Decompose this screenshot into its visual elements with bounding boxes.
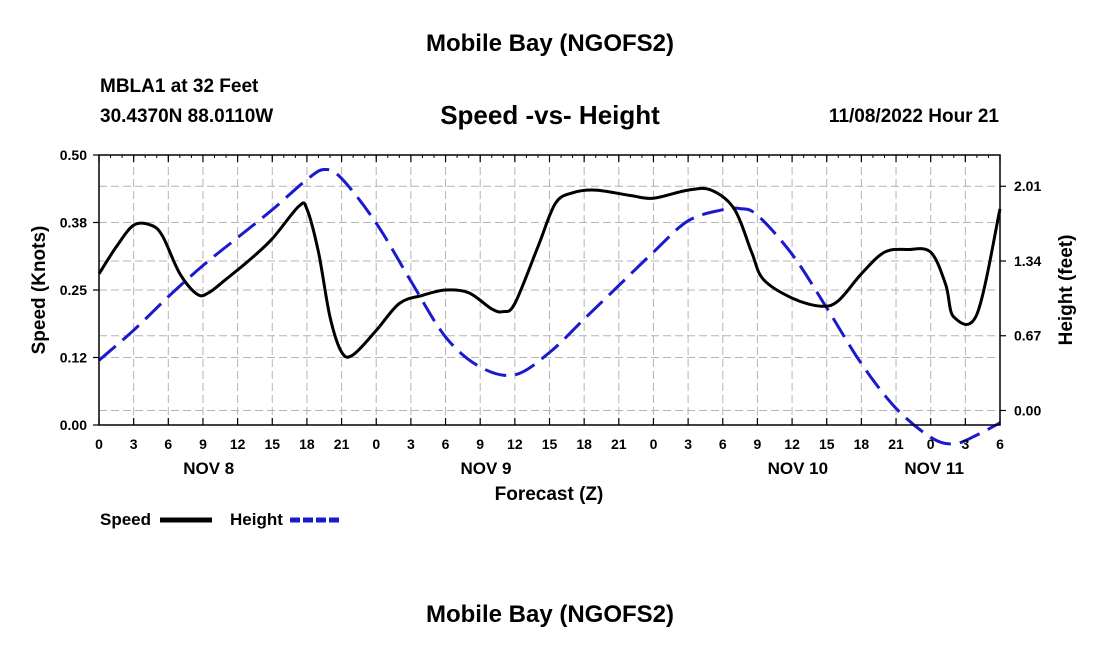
x-tick-label: 12 xyxy=(507,436,523,452)
legend-label-height: Height xyxy=(230,510,283,529)
x-tick-label: 18 xyxy=(299,436,315,452)
x-tick-label: 18 xyxy=(576,436,592,452)
x-tick-label: 15 xyxy=(819,436,835,452)
x-tick-label: 12 xyxy=(784,436,800,452)
x-tick-label: 15 xyxy=(542,436,558,452)
y-tick-label-left: 0.25 xyxy=(60,282,87,298)
day-label: NOV 10 xyxy=(768,459,828,478)
x-tick-label: 0 xyxy=(95,436,103,452)
x-tick-label: 21 xyxy=(334,436,350,452)
x-tick-label: 21 xyxy=(888,436,904,452)
x-axis-title: Forecast (Z) xyxy=(495,484,604,505)
x-tick-label: 3 xyxy=(961,436,969,452)
station-label: MBLA1 at 32 Feet xyxy=(100,76,259,97)
chart-title: Mobile Bay (NGOFS2) xyxy=(425,30,675,57)
series-line-speed xyxy=(97,186,1002,359)
x-tick-label: 6 xyxy=(442,436,450,452)
y-tick-label-right: 1.34 xyxy=(1014,253,1041,269)
y-tick-label-right: 0.00 xyxy=(1014,402,1041,418)
x-tick-label: 3 xyxy=(407,436,415,452)
y-tick-label-right: 0.67 xyxy=(1014,328,1041,344)
day-label: NOV 9 xyxy=(460,459,511,478)
y-axis-left-title: Speed (Knots) xyxy=(29,226,50,355)
y-tick-label-left: 0.00 xyxy=(60,417,87,433)
x-tick-label: 6 xyxy=(719,436,727,452)
y-tick-label-left: 0.38 xyxy=(60,215,87,231)
legend: Speed Height xyxy=(100,510,342,529)
x-tick-label: 0 xyxy=(372,436,380,452)
day-label: NOV 11 xyxy=(904,459,964,478)
axis-labels: 0 3 6 9 12 15 18 21 0 3 6 9 12 15 18 21 0 3 6 9 12 15 18 21 0 3 6N… xyxy=(60,147,1042,478)
x-tick-label: 6 xyxy=(996,436,1004,452)
x-tick-label: 3 xyxy=(130,436,138,452)
footer-title: Mobile Bay (NGOFS2) xyxy=(425,601,675,628)
x-tick-label: 6 xyxy=(164,436,172,452)
x-tick-label: 9 xyxy=(476,436,484,452)
x-tick-label: 9 xyxy=(199,436,207,452)
station-coordinates: 30.4370N 88.0110W xyxy=(100,106,274,127)
x-tick-label: 3 xyxy=(684,436,692,452)
y-axis-right-title: Height (feet) xyxy=(1056,235,1077,346)
series-line-height xyxy=(98,167,1001,446)
x-tick-label: 21 xyxy=(611,436,627,452)
x-tick-label: 0 xyxy=(927,436,935,452)
grid-lines xyxy=(99,155,1000,425)
day-label: NOV 8 xyxy=(183,459,234,478)
x-tick-label: 15 xyxy=(264,436,280,452)
x-tick-label: 9 xyxy=(754,436,762,452)
x-tick-label: 0 xyxy=(650,436,658,452)
series-lines xyxy=(97,167,1002,446)
y-tick-label-left: 0.12 xyxy=(60,350,87,366)
x-tick-label: 18 xyxy=(854,436,870,452)
y-tick-label-right: 2.01 xyxy=(1014,178,1041,194)
x-tick-label: 12 xyxy=(230,436,246,452)
axis-ticks xyxy=(93,154,1006,426)
legend-label-speed: Speed xyxy=(100,510,151,529)
chart-subtitle: Speed -vs- Height xyxy=(440,100,660,130)
y-tick-label-left: 0.50 xyxy=(60,147,87,163)
forecast-datetime: 11/08/2022 Hour 21 xyxy=(828,106,999,127)
